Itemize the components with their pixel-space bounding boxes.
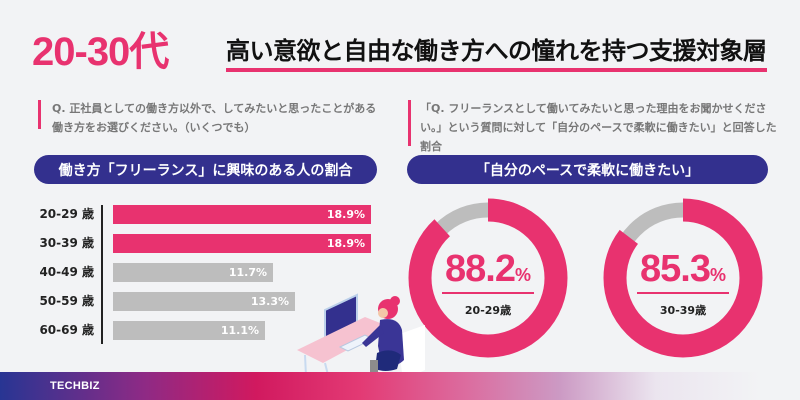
donut-value: 88.2% [418,248,558,291]
bar-value-label: 18.9% [326,237,365,250]
bar-value-label: 11.7% [228,266,267,279]
bar: 18.9% [113,205,371,224]
bar-category-label: 30-39 歳 [39,236,94,250]
left-question-line2: 働き方をお選びください。（いくつでも） [52,121,256,134]
bar-value-label: 18.9% [326,208,365,221]
footer-gradient-bar [0,372,800,400]
donut-value: 85.3% [613,248,753,291]
donut-value-underline [637,292,729,294]
left-question-line1: Q. 正社員としての働き方以外で、してみたいと思ったことがある [52,102,377,115]
right-question-accent-bar [408,100,411,146]
right-question-line2: い。」という質問に対して「自分のペースで柔軟に働きたい」と回答した [420,121,777,134]
donut-age-label: 20-29歳 [464,304,512,317]
donut-chart [603,198,763,358]
donut-chart [408,198,568,358]
bar: 13.3% [113,292,295,311]
bar-category-label: 60-69 歳 [39,323,94,337]
bar: 11.1% [113,321,265,340]
bar-category-label: 50-59 歳 [39,294,94,308]
bar-value-label: 13.3% [250,295,289,308]
donut-value-underline [442,292,534,294]
donut-value-number: 85.3 [640,248,711,290]
bar-category-label: 20-29 歳 [39,207,94,221]
headline-age-range: 20-30代 [32,30,169,74]
bar: 11.7% [113,263,273,282]
right-question: 「Q. フリーランスとして働いてみたいと思った理由をお聞かせくださ い。」という… [420,99,777,156]
brand-logo: TECHBIZ [50,380,100,392]
left-question: Q. 正社員としての働き方以外で、してみたいと思ったことがある 働き方をお選びく… [52,99,376,137]
donut-value-percent: % [514,265,531,285]
bar-category-label: 40-49 歳 [39,265,94,279]
right-question-line3: 割合 [420,140,442,153]
bar-value-label: 11.1% [220,324,259,337]
right-section-pill: 「自分のペースで柔軟に働きたい」 [407,155,768,184]
donut-value-percent: % [709,265,726,285]
donut-value-number: 88.2 [445,248,516,290]
left-section-pill: 働き方「フリーランス」に興味のある人の割合 [34,155,377,184]
headline-title: 高い意欲と自由な働き方への憧れを持つ支援対象層 [226,37,767,65]
bar-chart-axis [101,205,103,344]
right-question-line1: 「Q. フリーランスとして働いてみたいと思った理由をお聞かせくださ [420,102,767,115]
bar: 18.9% [113,234,371,253]
donut-age-label: 30-39歳 [659,304,707,317]
title-underline [226,68,767,72]
left-question-accent-bar [38,100,41,129]
